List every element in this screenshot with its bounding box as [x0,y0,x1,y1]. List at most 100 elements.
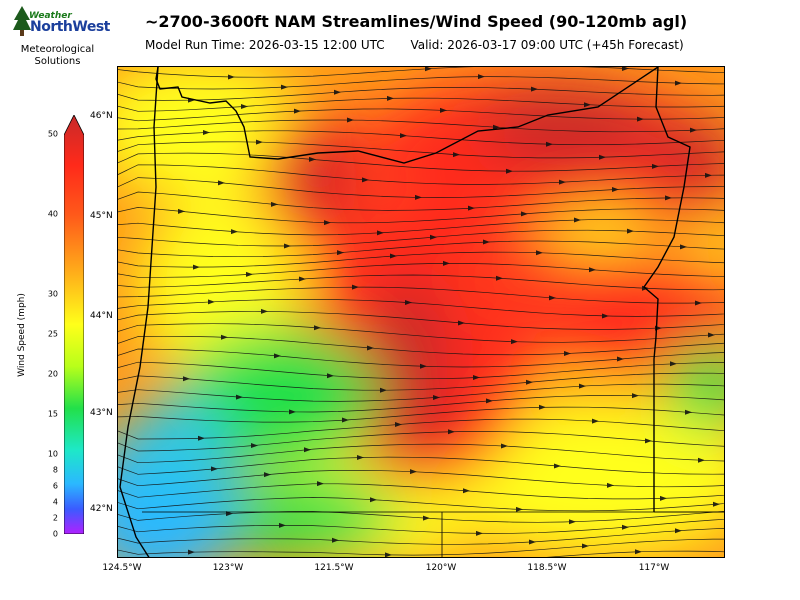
streamline-arrow [607,482,614,488]
streamline-arrow [347,117,354,123]
streamline [118,383,724,402]
streamline [118,361,724,380]
streamline-arrow [178,208,185,214]
streamline [118,152,724,172]
streamline [118,456,724,475]
streamline-arrow [314,325,321,331]
streamline-arrow [670,361,677,367]
streamline-arrow [324,220,331,226]
streamline-arrow [695,300,702,306]
streamline-arrow [521,211,528,217]
streamline-arrow [602,313,609,319]
streamline-arrow [592,418,599,424]
longitude-label: 121.5°W [314,563,354,573]
streamline-arrow [352,284,359,290]
streamline [118,418,724,440]
streamline-arrow [342,417,349,423]
streamline-arrow [208,299,215,305]
coastline [155,67,659,164]
streamline-arrow [476,530,483,536]
streamline [118,538,724,556]
streamline-arrow [395,422,402,428]
streamline-arrow [582,543,589,549]
streamline-arrow [468,205,475,211]
streamline [118,191,724,211]
streamline-arrow [377,230,384,236]
valid-time: Valid: 2026-03-17 09:00 UTC (+45h Foreca… [410,38,684,52]
streamline-arrow [405,300,412,306]
streamline-arrow [246,271,253,277]
streamline-arrow [635,549,642,555]
colorbar-tick: 10 [47,449,58,459]
streamline-arrow [627,228,634,234]
colorbar-tick: 20 [47,369,58,379]
streamline-arrow [367,345,374,351]
streamline [546,550,724,557]
streamline-arrow [645,438,652,444]
streamline-arrow [327,373,334,379]
streamline-arrow [211,466,218,472]
streamline-arrow [334,89,341,95]
streamline-arrow [299,276,306,282]
streamline-arrow [420,363,427,369]
streamline-arrow [400,133,407,139]
streamline-arrow [546,141,553,147]
streamline-arrow [440,107,447,113]
streamline [118,177,724,198]
streamline-arrow [511,339,518,345]
streamline-arrow [599,154,606,160]
streamline-arrow [332,537,339,543]
streamline-arrow [198,435,205,441]
streamline-arrow [493,124,500,130]
colorbar-label: Wind Speed (mph) [17,293,27,377]
streamline [118,97,724,112]
streamline-arrow [549,295,556,301]
streamline [118,251,724,268]
streamline [118,372,724,391]
streamline [118,335,724,356]
streamline-arrow [271,201,278,207]
streamline-arrow [564,351,571,357]
colorbar-tick: 4 [52,497,58,507]
streamline [118,130,724,146]
streamline-arrow [622,67,629,71]
streamline-arrow [264,472,271,478]
streamline [118,164,724,185]
streamline-arrow [569,519,576,525]
streamline-arrow [584,102,591,108]
streamline [118,263,724,278]
streamline-arrow [473,375,480,381]
streamline-arrow [458,320,465,326]
streamline-arrow [675,80,682,86]
streamline [118,443,724,464]
model-run-time: Model Run Time: 2026-03-15 12:00 UTC [145,38,385,52]
streamline-arrow [337,250,344,256]
streamline-arrow [579,383,586,389]
streamline-arrow [231,229,238,235]
longitude-label: 117°W [638,563,670,573]
streamline-arrow [203,129,210,135]
streamline-arrow [622,524,629,530]
streamline-arrow [483,239,490,245]
streamline-arrow [531,86,538,92]
streamline-arrow [251,443,258,449]
streamline [118,119,724,133]
map-title: ~2700-3600ft NAM Streamlines/Wind Speed … [145,12,688,31]
streamline [118,141,724,159]
streamline-arrow [387,95,394,101]
streamline-arrow [390,253,397,259]
latitude-label: 46°N [90,111,113,121]
streamline-arrow [589,267,596,273]
streamline-arrow [685,409,692,415]
colorbar-tick: 2 [52,513,58,523]
streamline-arrow [632,393,639,399]
streamline-arrow [637,116,644,122]
streamline [118,229,724,247]
colorbar-tick: 50 [47,129,58,139]
streamline-arrow [385,552,392,557]
streamline-arrow [496,275,503,281]
streamline-arrow [612,187,619,193]
streamline-arrow [279,522,286,528]
streamline-arrow [261,308,268,314]
wind-map [117,66,725,558]
